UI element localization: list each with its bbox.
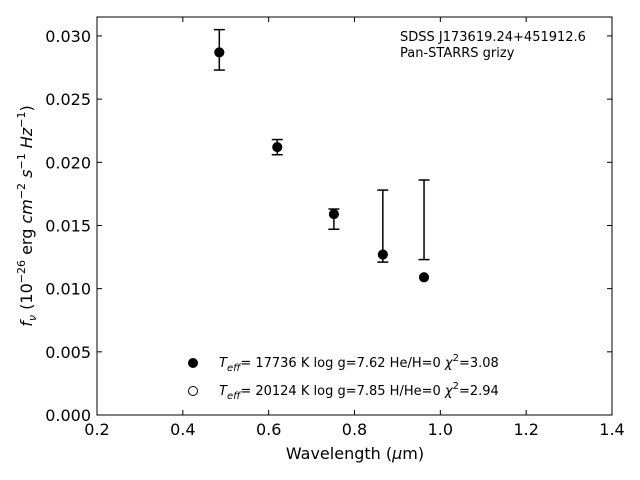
y-tick-label: 0.030	[45, 27, 91, 46]
x-tick-label: 1.4	[599, 420, 624, 439]
x-tick-label: 0.6	[256, 420, 281, 439]
legend-label-model-1: Teff= 17736 K log g=7.62 He/H=0 χ2=3.08	[219, 353, 499, 374]
y-tick-label: 0.025	[45, 90, 91, 109]
y-axis-label: fν (10−26 erg cm−2 s−1 Hz−1)	[15, 105, 39, 326]
x-tick-label: 1.2	[513, 420, 538, 439]
y-tick-label: 0.000	[45, 406, 91, 425]
y-tick-label: 0.010	[45, 280, 91, 299]
y-tick-label: 0.020	[45, 153, 91, 172]
model-point-filled	[419, 272, 430, 283]
x-tick-label: 0.2	[84, 420, 109, 439]
model-point-filled	[377, 249, 388, 260]
axis-ticks: 0.2 0.4 0.6 0.8 1.0 1.2 1.4 0.000 0.005 0.010 0.01…	[45, 17, 625, 439]
legend-marker-filled	[188, 358, 198, 368]
model-point-filled	[328, 209, 339, 220]
data-points	[214, 47, 430, 283]
y-tick-label: 0.015	[45, 216, 91, 235]
legend-label-model-2: Teff= 20124 K log g=7.85 H/He=0 χ2=2.94	[219, 381, 499, 402]
x-tick-label: 0.8	[342, 420, 367, 439]
model-point-filled	[272, 142, 283, 153]
model-point-filled	[214, 47, 225, 58]
x-axis-label: Wavelength (μm)	[286, 444, 424, 463]
annotation-object-name: SDSS J173619.24+451912.6	[400, 30, 586, 45]
y-tick-label: 0.005	[45, 343, 91, 362]
legend-marker-open	[188, 386, 198, 396]
x-tick-label: 1.0	[428, 420, 453, 439]
error-bar	[418, 179, 430, 261]
annotation-survey: Pan-STARRS grizy	[400, 46, 515, 61]
x-tick-label: 0.4	[170, 420, 195, 439]
error-bars	[213, 28, 430, 263]
legend: Teff= 17736 K log g=7.62 He/H=0 χ2=3.08 …	[188, 353, 499, 402]
